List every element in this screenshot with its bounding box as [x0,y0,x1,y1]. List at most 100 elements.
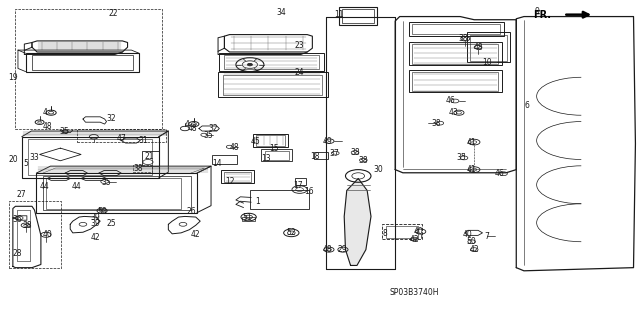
Text: 27: 27 [17,190,27,199]
Bar [36,173,197,213]
Text: 20: 20 [8,155,18,164]
Text: 39: 39 [91,219,100,228]
Text: 26: 26 [186,207,196,216]
Text: 42: 42 [91,234,100,242]
Text: 30: 30 [374,165,383,174]
Text: 43: 43 [449,108,459,117]
Text: 38: 38 [358,156,368,165]
Bar [314,152,328,159]
Text: 21: 21 [145,152,154,161]
Text: 46: 46 [445,97,456,106]
Bar [141,151,159,167]
Bar [467,32,510,62]
Bar [470,35,507,61]
Text: 24: 24 [295,68,305,77]
Bar [383,224,422,239]
Text: 52: 52 [287,228,296,237]
Text: 14: 14 [212,159,221,168]
Text: 44: 44 [72,182,81,191]
Text: 45: 45 [250,137,260,146]
Text: 12: 12 [225,176,234,186]
Bar [225,55,319,69]
Text: 38: 38 [133,165,143,174]
Text: 49: 49 [323,137,333,146]
Text: 6: 6 [525,100,529,110]
Bar [294,178,306,185]
Text: 42: 42 [469,245,479,254]
Text: 22: 22 [108,9,118,18]
Polygon shape [344,178,371,265]
Text: 40: 40 [463,230,473,239]
Text: 47: 47 [116,134,126,143]
Text: 28: 28 [13,249,22,258]
Text: 35: 35 [102,178,111,187]
Text: 19: 19 [8,73,18,82]
Bar [409,41,502,65]
Text: 31: 31 [138,136,148,145]
Text: 38: 38 [350,148,360,157]
Text: FR.: FR. [532,10,550,20]
Text: 29: 29 [337,245,347,254]
Text: 48: 48 [323,245,332,254]
Text: 48: 48 [42,122,52,131]
Text: 8: 8 [383,229,387,238]
Bar [256,135,285,145]
Bar [9,201,61,268]
Text: 48: 48 [188,124,197,133]
Text: 48: 48 [229,143,239,152]
Bar [221,170,254,183]
Bar [43,176,191,210]
Text: 48: 48 [473,43,483,52]
Text: 41: 41 [467,165,476,174]
Bar [409,70,502,93]
Text: 46: 46 [495,169,504,178]
Bar [26,53,139,71]
Text: 38: 38 [458,34,468,43]
Text: 35: 35 [456,153,467,162]
Bar [212,155,237,164]
Text: 42: 42 [191,230,200,239]
Text: 38: 38 [431,119,441,128]
Bar [28,139,152,175]
Bar [261,149,292,161]
Text: 37: 37 [329,149,339,158]
Text: 11: 11 [334,10,344,19]
Text: 50: 50 [467,237,477,246]
Text: 13: 13 [261,154,271,163]
Bar [412,72,499,91]
Bar [15,9,162,130]
Circle shape [247,63,252,66]
Bar [342,9,374,23]
Text: 34: 34 [277,8,287,17]
Bar [22,137,159,178]
Text: 18: 18 [310,152,319,161]
Bar [220,53,324,71]
Bar [223,75,322,95]
Text: 7: 7 [484,232,490,241]
Bar [77,129,166,142]
Bar [253,134,288,147]
Bar [412,24,500,34]
Bar [218,72,328,97]
Text: 23: 23 [295,41,305,50]
Text: 39: 39 [91,212,100,222]
Text: 15: 15 [269,144,279,153]
Text: 40: 40 [414,227,424,236]
Text: 9: 9 [534,7,539,16]
Text: 51: 51 [242,212,252,222]
Bar [409,22,504,35]
Text: 4: 4 [185,120,190,129]
Bar [339,7,378,25]
Text: 10: 10 [482,58,492,67]
Text: SP03B3740H: SP03B3740H [390,288,439,297]
Text: 16: 16 [304,187,314,196]
Text: 35: 35 [59,127,68,136]
Bar [264,151,289,160]
Bar [32,55,132,70]
Text: 17: 17 [293,181,303,190]
Bar [412,44,499,64]
Text: 33: 33 [29,153,40,162]
Text: 5: 5 [23,159,28,168]
Text: 32: 32 [106,114,116,123]
Bar [387,226,418,238]
